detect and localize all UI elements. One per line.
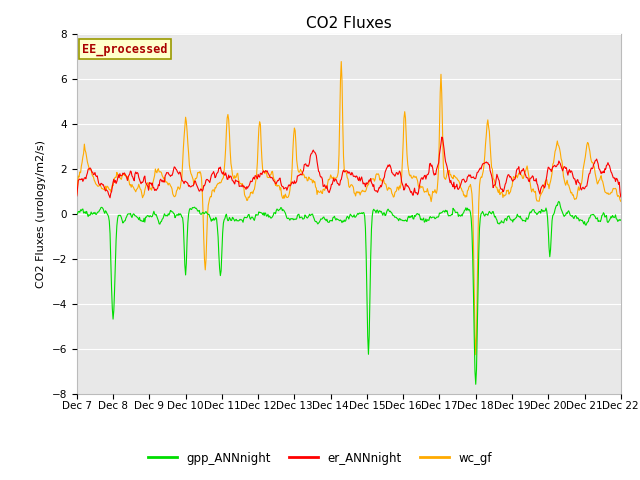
Text: EE_processed: EE_processed [82, 43, 168, 56]
Legend: gpp_ANNnight, er_ANNnight, wc_gf: gpp_ANNnight, er_ANNnight, wc_gf [143, 447, 497, 469]
Title: CO2 Fluxes: CO2 Fluxes [306, 16, 392, 31]
Y-axis label: CO2 Fluxes (urology/m2/s): CO2 Fluxes (urology/m2/s) [36, 140, 46, 288]
